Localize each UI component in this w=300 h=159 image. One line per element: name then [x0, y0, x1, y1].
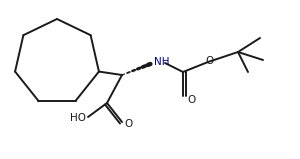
Text: HO: HO [70, 113, 86, 123]
Text: NH: NH [154, 57, 170, 67]
Text: O: O [124, 119, 132, 129]
Text: O: O [205, 56, 213, 66]
Text: O: O [187, 95, 195, 105]
